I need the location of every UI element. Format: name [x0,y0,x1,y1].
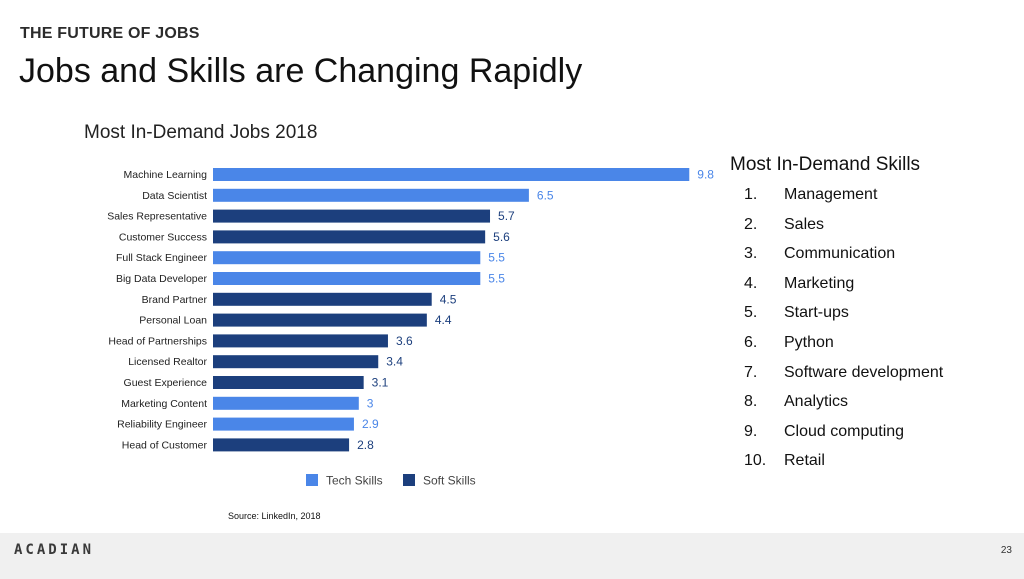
skill-label: Communication [784,245,896,263]
value-label: 3.6 [396,334,413,348]
value-label: 5.5 [488,272,505,286]
bar [213,438,350,452]
category-label: Head of Partnerships [108,335,207,347]
skills-title: Most In-Demand Skills [730,154,921,175]
value-label: 3.4 [386,355,403,369]
category-label: Guest Experience [124,377,208,389]
bar [213,376,364,389]
acadian-logo: ACADIAN [14,542,95,558]
skill-label: Cloud computing [784,422,905,440]
slide-kicker: THE FUTURE OF JOBS [20,25,200,42]
skill-item: 6. Python [744,334,1004,364]
category-label: Brand Partner [142,294,208,306]
skill-item: 10. Retail [744,452,1004,482]
skill-number: 1. [744,186,758,203]
skill-number: 9. [744,422,758,440]
category-label: Data Scientist [142,190,207,202]
value-label: 6.5 [537,188,554,202]
footer-bar: ACADIAN 23 [0,533,1024,579]
value-label: 5.7 [498,209,515,223]
value-label: 5.5 [488,251,505,265]
skill-label: Software development [784,363,944,381]
value-label: 5.6 [493,230,510,244]
skill-item: 9. Cloud computing [744,423,1004,453]
bar [213,396,359,410]
legend-swatch [403,474,415,486]
bar [213,334,388,348]
legend-label: Soft Skills [423,474,476,488]
bar [213,168,690,181]
skill-label: Retail [784,452,825,470]
category-label: Reliability Engineer [117,419,207,431]
legend-label: Tech Skills [326,474,383,488]
skill-label: Start-ups [784,304,849,322]
value-label: 4.4 [435,313,452,327]
category-label: Full Stack Engineer [116,252,208,264]
value-label: 2.8 [357,438,374,452]
value-label: 3 [367,396,374,410]
category-label: Machine Learning [124,169,208,181]
category-label: Personal Loan [139,315,207,327]
bar [213,209,491,223]
skill-number: 4. [744,274,758,292]
skills-list: 1. Management 2. Sales 3. Communication 4. Mark… [744,186,1004,482]
value-label: 3.1 [372,376,389,390]
skill-item: 2. Sales [744,216,1004,246]
skill-label: Python [784,333,834,351]
skill-number: 3. [744,245,758,263]
source-note: Source: LinkedIn, 2018 [228,511,321,521]
skill-item: 7. Software development [744,364,1004,394]
skill-item: 4. Marketing [744,275,1004,305]
bar [213,313,427,327]
bar [213,251,481,265]
value-label: 4.5 [440,292,457,306]
legend-swatch [306,474,318,486]
category-label: Customer Success [119,231,207,243]
bar [213,355,379,369]
bar [213,188,529,202]
skill-item: 8. Analytics [744,393,1004,423]
skill-number: 10. [744,452,767,470]
bar [213,292,432,306]
value-label: 9.8 [697,168,714,182]
skill-item: 1. Management [744,186,1004,216]
bar [213,417,354,431]
category-label: Marketing Content [121,398,207,410]
skill-number: 5. [744,304,758,322]
category-label: Sales Representative [107,211,207,223]
bar [213,272,481,285]
skill-number: 8. [744,393,758,411]
skill-item: 5. Start-ups [744,304,1004,334]
skill-item: 3. Communication [744,245,1004,275]
category-label: Head of Customer [122,439,208,451]
category-label: Licensed Realtor [128,356,207,368]
value-label: 2.9 [362,417,379,431]
slide-headline: Jobs and Skills are Changing Rapidly [19,52,583,90]
skill-label: Management [784,186,878,203]
chart-title: Most In-Demand Jobs 2018 [84,122,318,143]
skill-number: 6. [744,333,758,351]
skill-number: 7. [744,363,758,381]
category-label: Big Data Developer [116,273,208,285]
bar [213,230,486,244]
skill-number: 2. [744,215,758,233]
skill-label: Analytics [784,393,849,411]
page-number: 23 [1000,545,1012,556]
skill-label: Sales [784,215,825,233]
skill-label: Marketing [784,274,855,292]
